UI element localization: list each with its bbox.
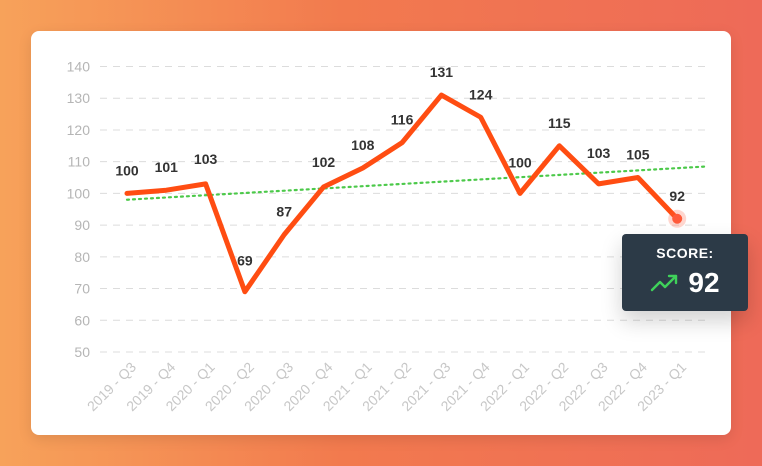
y-tick-label: 110 (68, 154, 91, 170)
data-label: 69 (237, 253, 253, 269)
y-tick-label: 130 (67, 90, 91, 106)
score-label: SCORE: (656, 245, 714, 261)
data-label: 87 (276, 204, 292, 220)
last-point-dot (672, 213, 683, 224)
y-tick-label: 80 (74, 249, 90, 265)
data-label: 124 (469, 86, 493, 102)
trending-up-icon (651, 274, 678, 292)
y-tick-label: 90 (74, 217, 90, 233)
score-row: 92 (622, 266, 748, 300)
series-line (124, 92, 680, 295)
y-tick-label: 50 (74, 344, 90, 360)
data-label: 100 (115, 162, 139, 178)
y-tick-label: 100 (67, 185, 91, 201)
data-label: 103 (194, 151, 218, 167)
series-line-path (124, 92, 680, 295)
data-label: 108 (351, 137, 375, 153)
y-tick-label: 140 (67, 59, 91, 75)
chart-card (31, 31, 731, 435)
score-value: 92 (688, 267, 720, 298)
data-label: 116 (391, 112, 414, 128)
data-label: 105 (626, 147, 650, 163)
data-label: 103 (587, 145, 611, 161)
data-label: 131 (430, 64, 454, 80)
score-card: SCORE: 92 (622, 234, 748, 311)
y-tick-label: 70 (74, 281, 90, 297)
data-label: 92 (669, 188, 685, 204)
data-label: 102 (312, 154, 336, 170)
y-axis-ticks: 140 130 120 110 100 90 80 70 60 50 (67, 59, 91, 361)
data-label: 100 (508, 154, 532, 170)
data-label: 115 (548, 115, 571, 131)
data-labels: 100 101 103 69 87 102 108 116 131 124 100 115 103 105… (115, 64, 685, 269)
trendline (125, 165, 709, 201)
last-point-marker (668, 209, 687, 228)
trendline-path (125, 165, 709, 201)
grid-lines (100, 66, 706, 353)
y-tick-label: 120 (67, 122, 91, 138)
y-tick-label: 60 (74, 312, 90, 328)
data-label: 101 (155, 159, 179, 175)
